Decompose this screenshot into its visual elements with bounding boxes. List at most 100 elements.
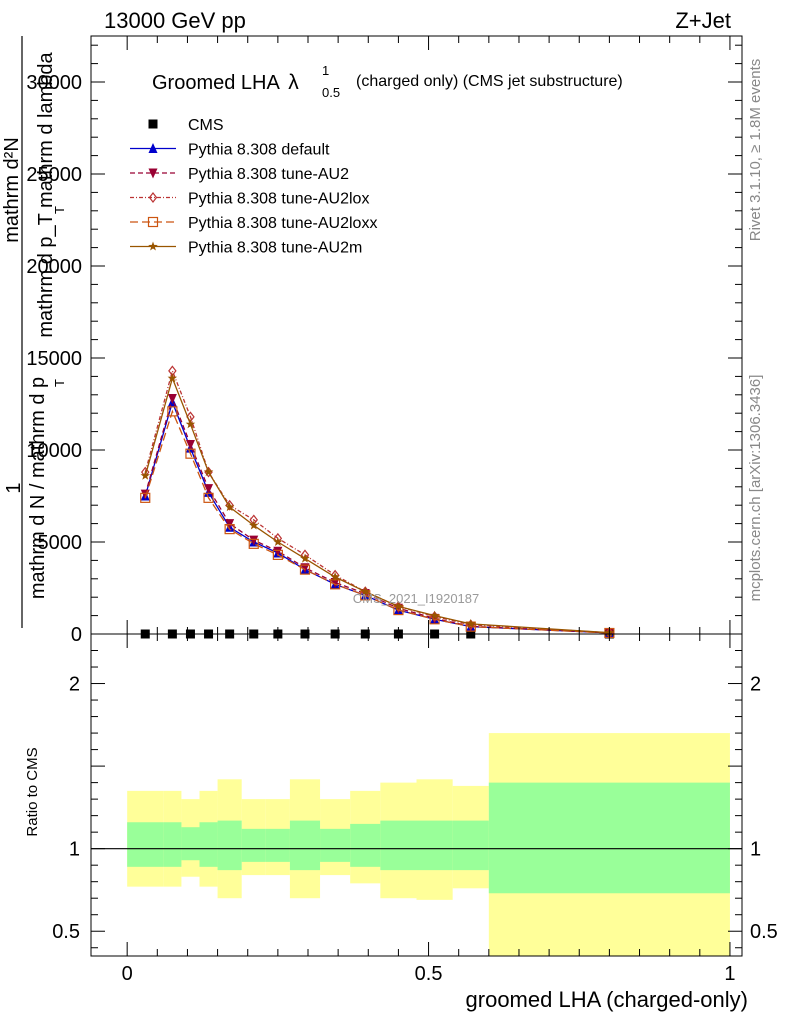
series-point-2 [185,439,195,450]
ratio-ytick-label: 1 [69,839,80,861]
inner-band-11 [416,820,453,871]
legend-marker-0 [148,119,158,129]
series-point-2 [167,393,177,404]
ratio-xlabel: groomed LHA (charged-only) [466,987,748,1012]
series-point-5 [393,601,404,611]
ratio-xtick-label: 1 [724,963,735,985]
main-ytick-label: 10000 [26,440,82,462]
series-point-4 [299,564,311,575]
inner-band-7 [289,820,321,871]
mcplots-label: mcplots.cern.ch [arXiv:1306.3436] [747,375,764,602]
main-ytick-label: 0 [71,624,82,646]
legend-label-4: Pythia 8.308 tune-AU2loxx [188,215,377,232]
inner-band-3 [199,822,218,867]
series-point-5 [203,467,214,477]
series-point-5 [140,470,150,480]
ylabel-subscript: T [52,379,67,387]
series-line-5 [144,376,610,634]
inner-band-0 [127,822,164,867]
series-point-4 [140,492,151,503]
legend-marker-3 [148,192,158,203]
legend-label-5: Pythia 8.308 tune-AU2m [188,240,362,257]
inner-band-4 [217,820,242,871]
main-title-sup: 1 [322,63,329,78]
series-line-4 [144,409,610,634]
ratio-ytick-label-right: 2 [750,674,761,696]
ylabel-numerator: mathrm d²N [1,137,23,243]
inner-band-13 [488,782,730,894]
main-title-suffix: (charged only) (CMS jet substructure) [356,73,623,90]
main-panel: 0 5000 10000 15000 20000 25000 30000 Groomed L… [1,35,743,646]
ratio-panel: 0 0.5 1 0.5 0.5 1 1 2 2 Ratio to CMS groomed LHA… [24,633,778,1012]
ylabel-one: 1 [3,482,25,493]
ylabel-denominator: mathrm d p_T mathrm d lambda [35,51,57,337]
main-ytick-label: 15000 [26,348,82,370]
series-point-5 [249,520,259,530]
ratio-ytick-label: 0.5 [52,921,80,943]
legend: CMS Pythia 8.308 default Pythia 8.308 tune… [130,117,377,257]
ratio-ylabel: Ratio to CMS [24,747,41,836]
series-point-5 [167,373,178,383]
legend-label-0: CMS [188,117,224,134]
process-label: Z+Jet [675,8,731,33]
series-line-2 [144,396,610,634]
legend-marker-1 [148,143,158,153]
legend-marker-2 [148,168,158,179]
main-title-sub: 0.5 [322,85,340,100]
ratio-ytick-label-right: 0.5 [750,921,778,943]
series-line-3 [144,368,610,634]
main-ytick-label: 5000 [38,532,83,554]
series-point-5 [330,572,340,581]
energy-label: 13000 GeV pp [104,8,246,33]
inner-band-6 [265,828,290,862]
main-ytick-label: 30000 [26,72,82,94]
inner-band-2 [181,827,200,861]
main-title-text: Groomed LHA [152,72,280,94]
ylabel-normalization: mathrm d N / mathrm d p [27,377,49,599]
series-point-4 [203,492,214,503]
series-point-5 [466,618,476,628]
main-ticks: 0 5000 10000 15000 20000 25000 30000 [26,36,742,646]
inner-band-10 [380,820,417,871]
legend-marker-4 [147,216,159,228]
series-point-5 [185,419,196,429]
series-point-5 [273,537,283,546]
ratio-xtick-label: 0 [122,963,133,985]
series-point-5 [429,610,440,620]
series-point-4 [167,406,178,417]
ratio-ytick-label: 2 [69,674,80,696]
ratio-xtick-label: 0.5 [415,963,443,985]
legend-marker-5 [148,241,158,251]
series-point-4 [272,549,283,560]
main-title: Groomed LHA λ [152,71,299,94]
legend-label-1: Pythia 8.308 default [188,142,330,159]
ratio-ytick-label-right: 1 [750,839,761,861]
ratio-ticks: 0 0.5 1 0.5 0.5 1 1 2 2 [52,634,778,985]
inner-band-9 [350,823,381,867]
series-5 [140,373,615,637]
main-marks [140,365,615,639]
inner-band-5 [241,828,266,862]
series-point-4 [224,524,235,535]
series-point-2 [249,535,259,546]
main-title-symbol: λ [288,71,299,94]
series-point-5 [300,553,310,563]
series-point-4 [185,448,196,459]
series-point-2 [204,484,214,495]
inner-band-1 [163,822,182,867]
main-ytick-label: 20000 [26,256,82,278]
ylabel-subscript-2: T [52,206,67,214]
series-point-5 [224,502,235,512]
series-point-4 [248,538,259,549]
ratio-frame [90,633,743,957]
inner-band-12 [452,820,489,871]
main-ytick-label: 25000 [26,164,82,186]
rivet-version-label: Rivet 3.1.10, ≥ 1.8M events [747,59,764,242]
series-point-2 [273,546,283,557]
series-point-4 [330,579,341,590]
analysis-watermark: CMS_2021_I1920187 [353,591,480,606]
series-line-1 [144,400,610,634]
series-point-2 [300,563,310,574]
legend-label-3: Pythia 8.308 tune-AU2lox [188,191,369,208]
